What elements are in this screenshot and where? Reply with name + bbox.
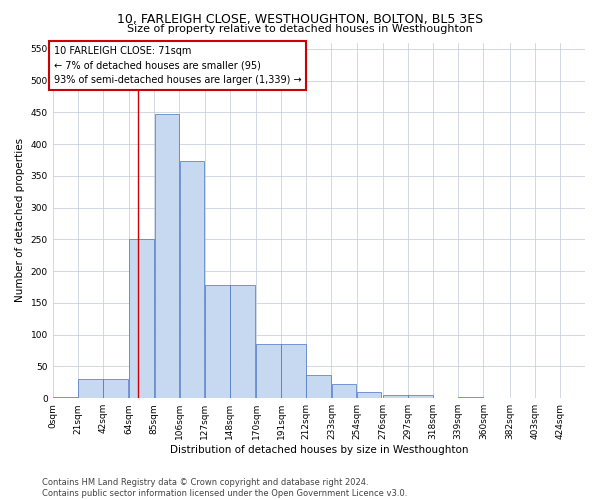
Bar <box>130 240 154 398</box>
Bar <box>281 344 306 398</box>
Bar <box>205 285 230 398</box>
Bar <box>256 344 281 398</box>
Bar <box>78 379 103 398</box>
Bar <box>356 392 382 398</box>
Bar <box>230 285 254 398</box>
Bar <box>383 395 408 398</box>
Bar <box>179 162 205 398</box>
Bar <box>155 114 179 398</box>
Text: Size of property relative to detached houses in Westhoughton: Size of property relative to detached ho… <box>127 24 473 34</box>
Text: 10, FARLEIGH CLOSE, WESTHOUGHTON, BOLTON, BL5 3ES: 10, FARLEIGH CLOSE, WESTHOUGHTON, BOLTON… <box>117 12 483 26</box>
Y-axis label: Number of detached properties: Number of detached properties <box>15 138 25 302</box>
Text: 10 FARLEIGH CLOSE: 71sqm
← 7% of detached houses are smaller (95)
93% of semi-de: 10 FARLEIGH CLOSE: 71sqm ← 7% of detache… <box>54 46 301 86</box>
Bar <box>458 397 483 398</box>
Text: Contains HM Land Registry data © Crown copyright and database right 2024.
Contai: Contains HM Land Registry data © Crown c… <box>42 478 407 498</box>
Bar <box>307 374 331 398</box>
Bar <box>103 379 128 398</box>
Bar <box>408 395 433 398</box>
Bar <box>332 384 356 398</box>
X-axis label: Distribution of detached houses by size in Westhoughton: Distribution of detached houses by size … <box>170 445 468 455</box>
Bar <box>53 397 77 398</box>
